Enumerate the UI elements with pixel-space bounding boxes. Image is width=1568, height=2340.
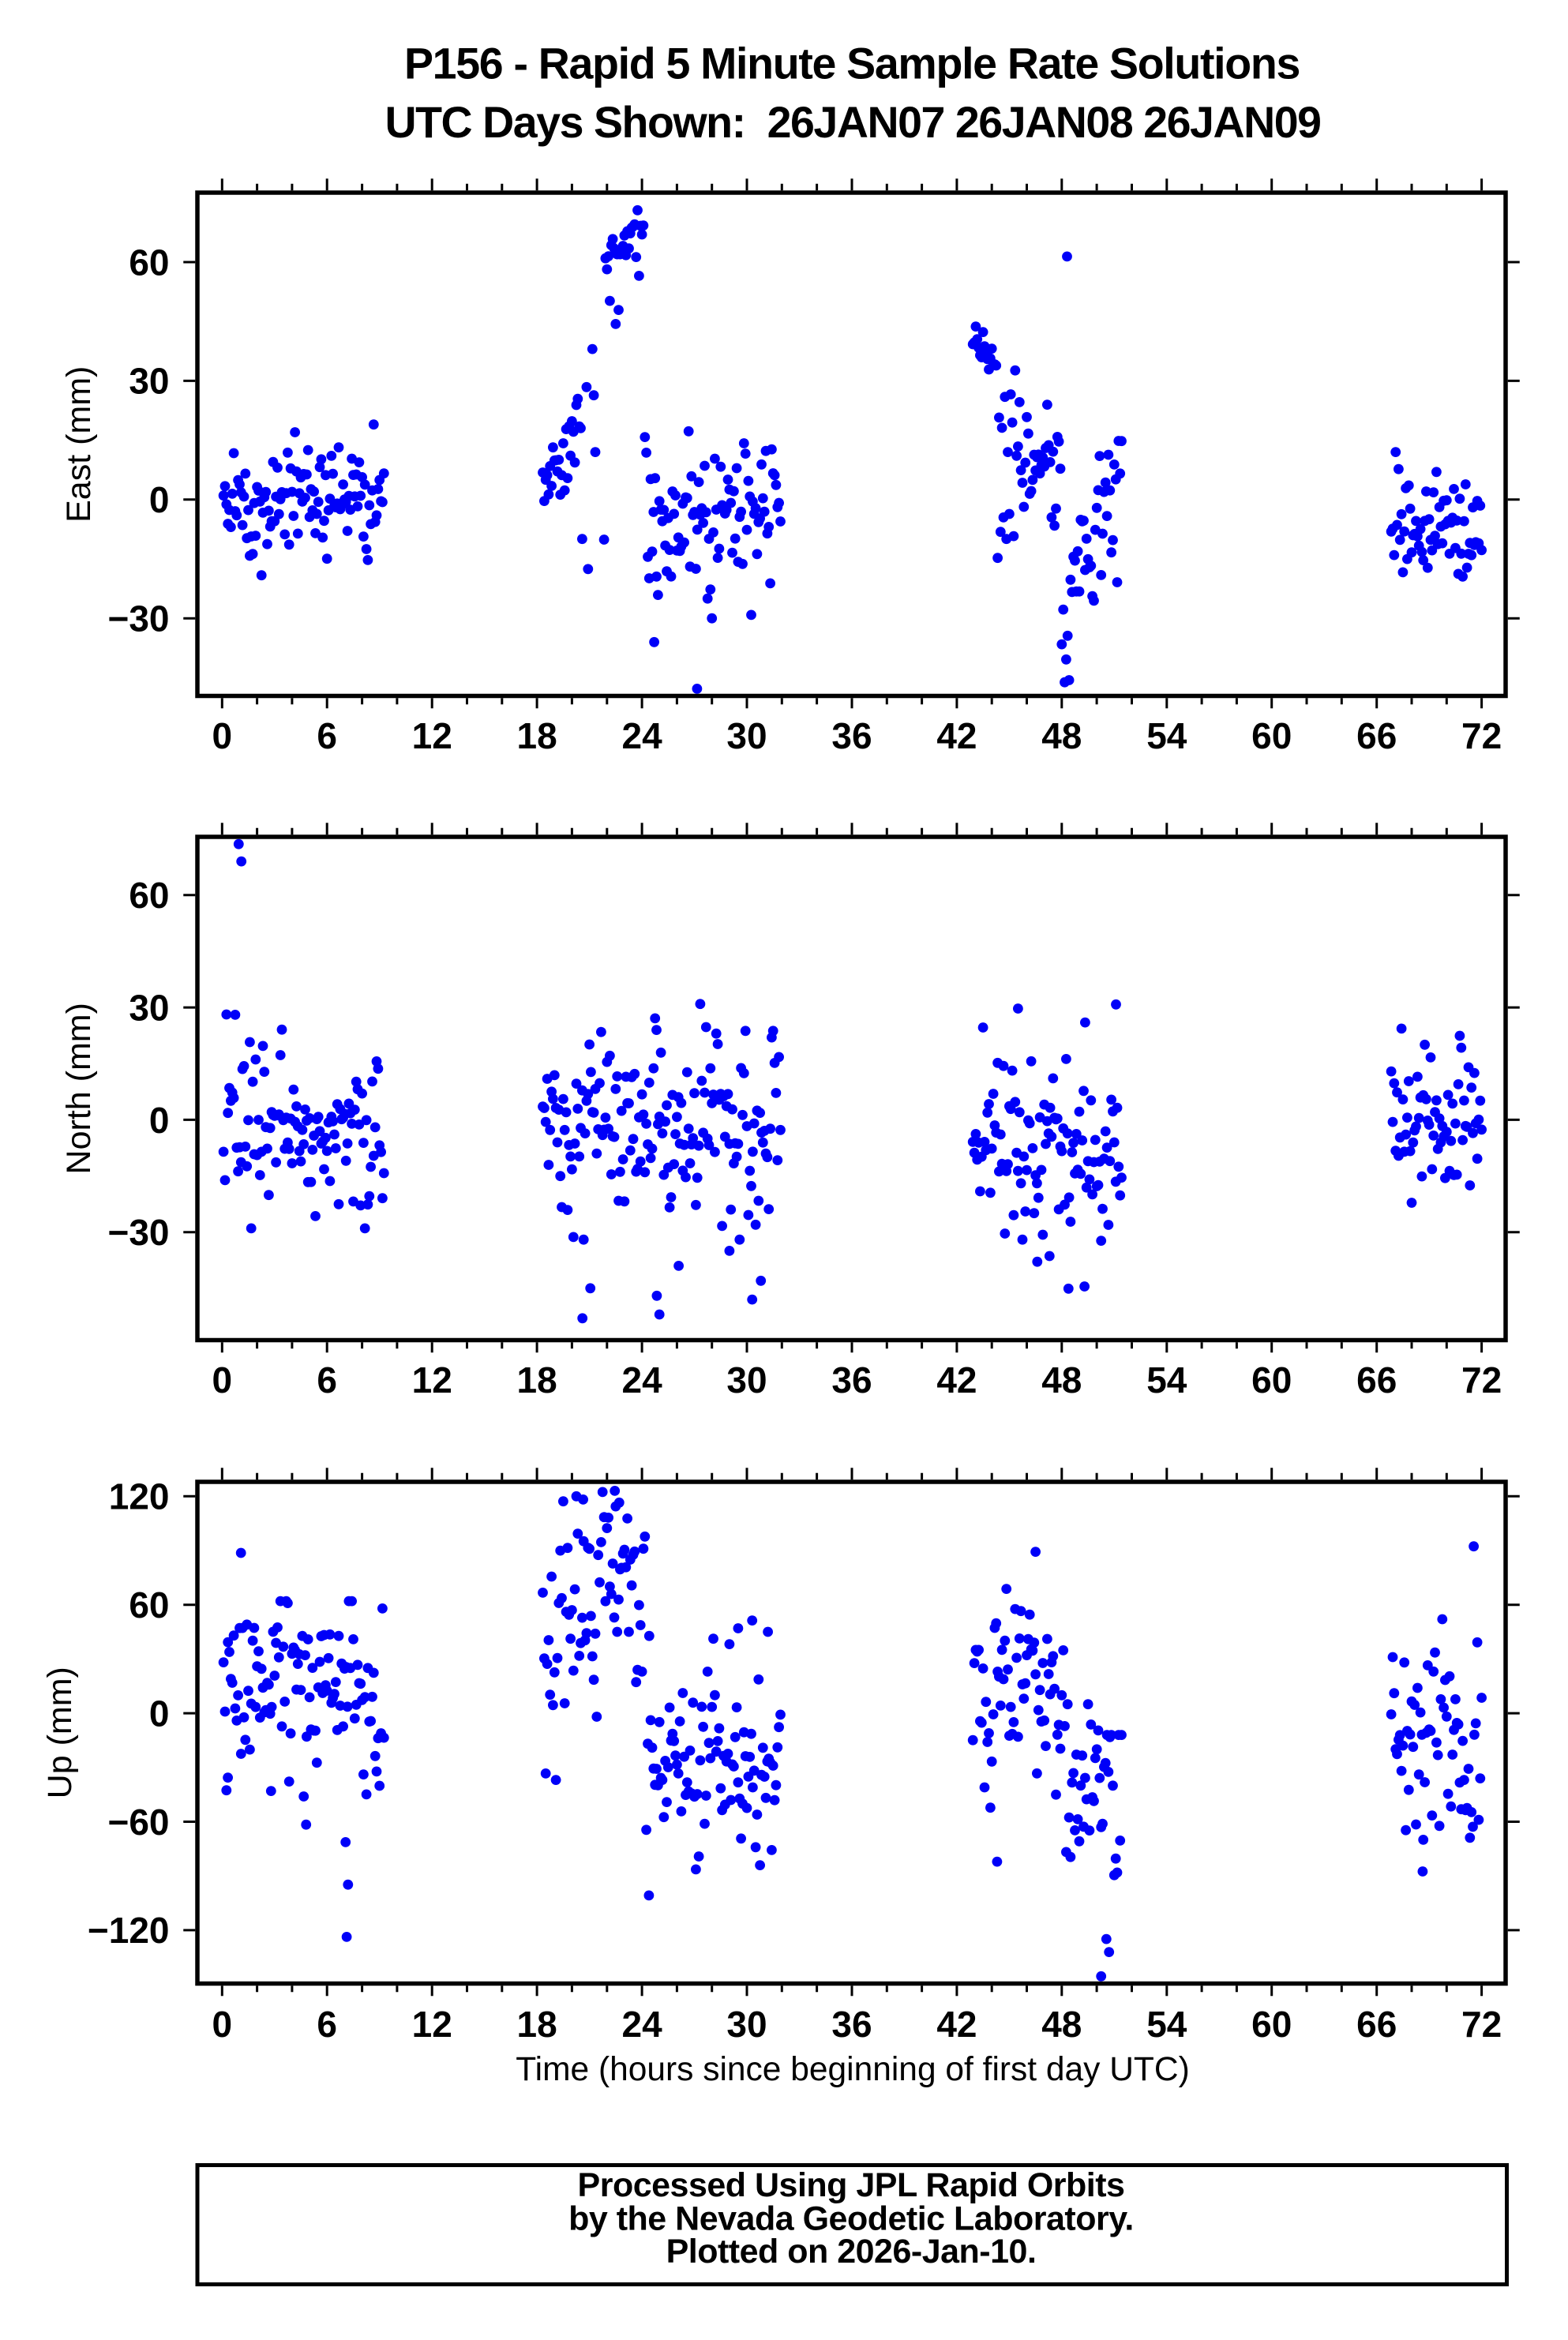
svg-text:72: 72 [1461, 1359, 1502, 1401]
svg-text:72: 72 [1461, 2004, 1502, 2045]
svg-text:30: 30 [726, 2004, 767, 2045]
svg-text:24: 24 [622, 1359, 663, 1401]
svg-text:0: 0 [212, 1359, 233, 1401]
svg-text:12: 12 [412, 1359, 452, 1401]
svg-text:30: 30 [726, 715, 767, 756]
svg-text:60: 60 [1251, 715, 1292, 756]
svg-text:60: 60 [129, 1584, 169, 1626]
svg-text:30: 30 [129, 361, 169, 402]
svg-text:UTC Days Shown: 26JAN07 26JAN: UTC Days Shown: 26JAN07 26JAN08 26JAN09 [384, 98, 1320, 147]
svg-text:0: 0 [149, 1693, 170, 1734]
svg-text:66: 66 [1356, 1359, 1397, 1401]
svg-text:North (mm): North (mm) [60, 1003, 98, 1174]
svg-text:0: 0 [149, 479, 170, 520]
svg-text:120: 120 [109, 1476, 170, 1517]
svg-text:30: 30 [129, 988, 169, 1029]
svg-text:48: 48 [1041, 1359, 1082, 1401]
svg-text:12: 12 [412, 715, 452, 756]
svg-text:36: 36 [831, 715, 872, 756]
svg-text:72: 72 [1461, 715, 1502, 756]
svg-text:Time (hours since beginning of: Time (hours since beginning of first day… [516, 2051, 1189, 2088]
svg-text:6: 6 [317, 715, 337, 756]
svg-text:by the Nevada Geodetic Laborat: by the Nevada Geodetic Laboratory. [568, 2200, 1134, 2238]
svg-text:48: 48 [1041, 2004, 1082, 2045]
svg-text:−60: −60 [107, 1802, 169, 1843]
svg-text:60: 60 [1251, 1359, 1292, 1401]
svg-text:54: 54 [1146, 1359, 1187, 1401]
svg-text:18: 18 [517, 2004, 557, 2045]
svg-text:18: 18 [517, 715, 557, 756]
svg-text:54: 54 [1146, 2004, 1187, 2045]
svg-text:42: 42 [936, 2004, 977, 2045]
svg-text:42: 42 [936, 715, 977, 756]
svg-text:East (mm): East (mm) [60, 366, 98, 523]
svg-text:30: 30 [726, 1359, 767, 1401]
svg-text:P156 - Rapid 5 Minute Sample R: P156 - Rapid 5 Minute Sample Rate Soluti… [404, 39, 1300, 88]
svg-text:0: 0 [149, 1100, 170, 1141]
svg-text:6: 6 [317, 1359, 337, 1401]
svg-text:36: 36 [831, 1359, 872, 1401]
svg-text:−30: −30 [107, 1212, 169, 1253]
svg-text:24: 24 [622, 2004, 663, 2045]
svg-text:66: 66 [1356, 715, 1397, 756]
svg-text:18: 18 [517, 1359, 557, 1401]
svg-text:−120: −120 [88, 1910, 170, 1951]
svg-text:60: 60 [129, 242, 169, 283]
svg-text:−30: −30 [107, 598, 169, 639]
svg-text:0: 0 [212, 715, 233, 756]
svg-text:42: 42 [936, 1359, 977, 1401]
svg-text:12: 12 [412, 2004, 452, 2045]
svg-text:48: 48 [1041, 715, 1082, 756]
svg-text:Processed Using JPL Rapid Orbi: Processed Using JPL Rapid Orbits [578, 2166, 1125, 2204]
svg-text:24: 24 [622, 715, 663, 756]
svg-text:54: 54 [1146, 715, 1187, 756]
svg-text:60: 60 [1251, 2004, 1292, 2045]
svg-text:36: 36 [831, 2004, 872, 2045]
svg-text:6: 6 [317, 2004, 337, 2045]
svg-text:60: 60 [129, 875, 169, 916]
svg-text:66: 66 [1356, 2004, 1397, 2045]
svg-text:0: 0 [212, 2004, 233, 2045]
svg-text:Up (mm): Up (mm) [41, 1667, 79, 1798]
svg-text:Plotted on 2026-Jan-10.: Plotted on 2026-Jan-10. [666, 2233, 1037, 2271]
